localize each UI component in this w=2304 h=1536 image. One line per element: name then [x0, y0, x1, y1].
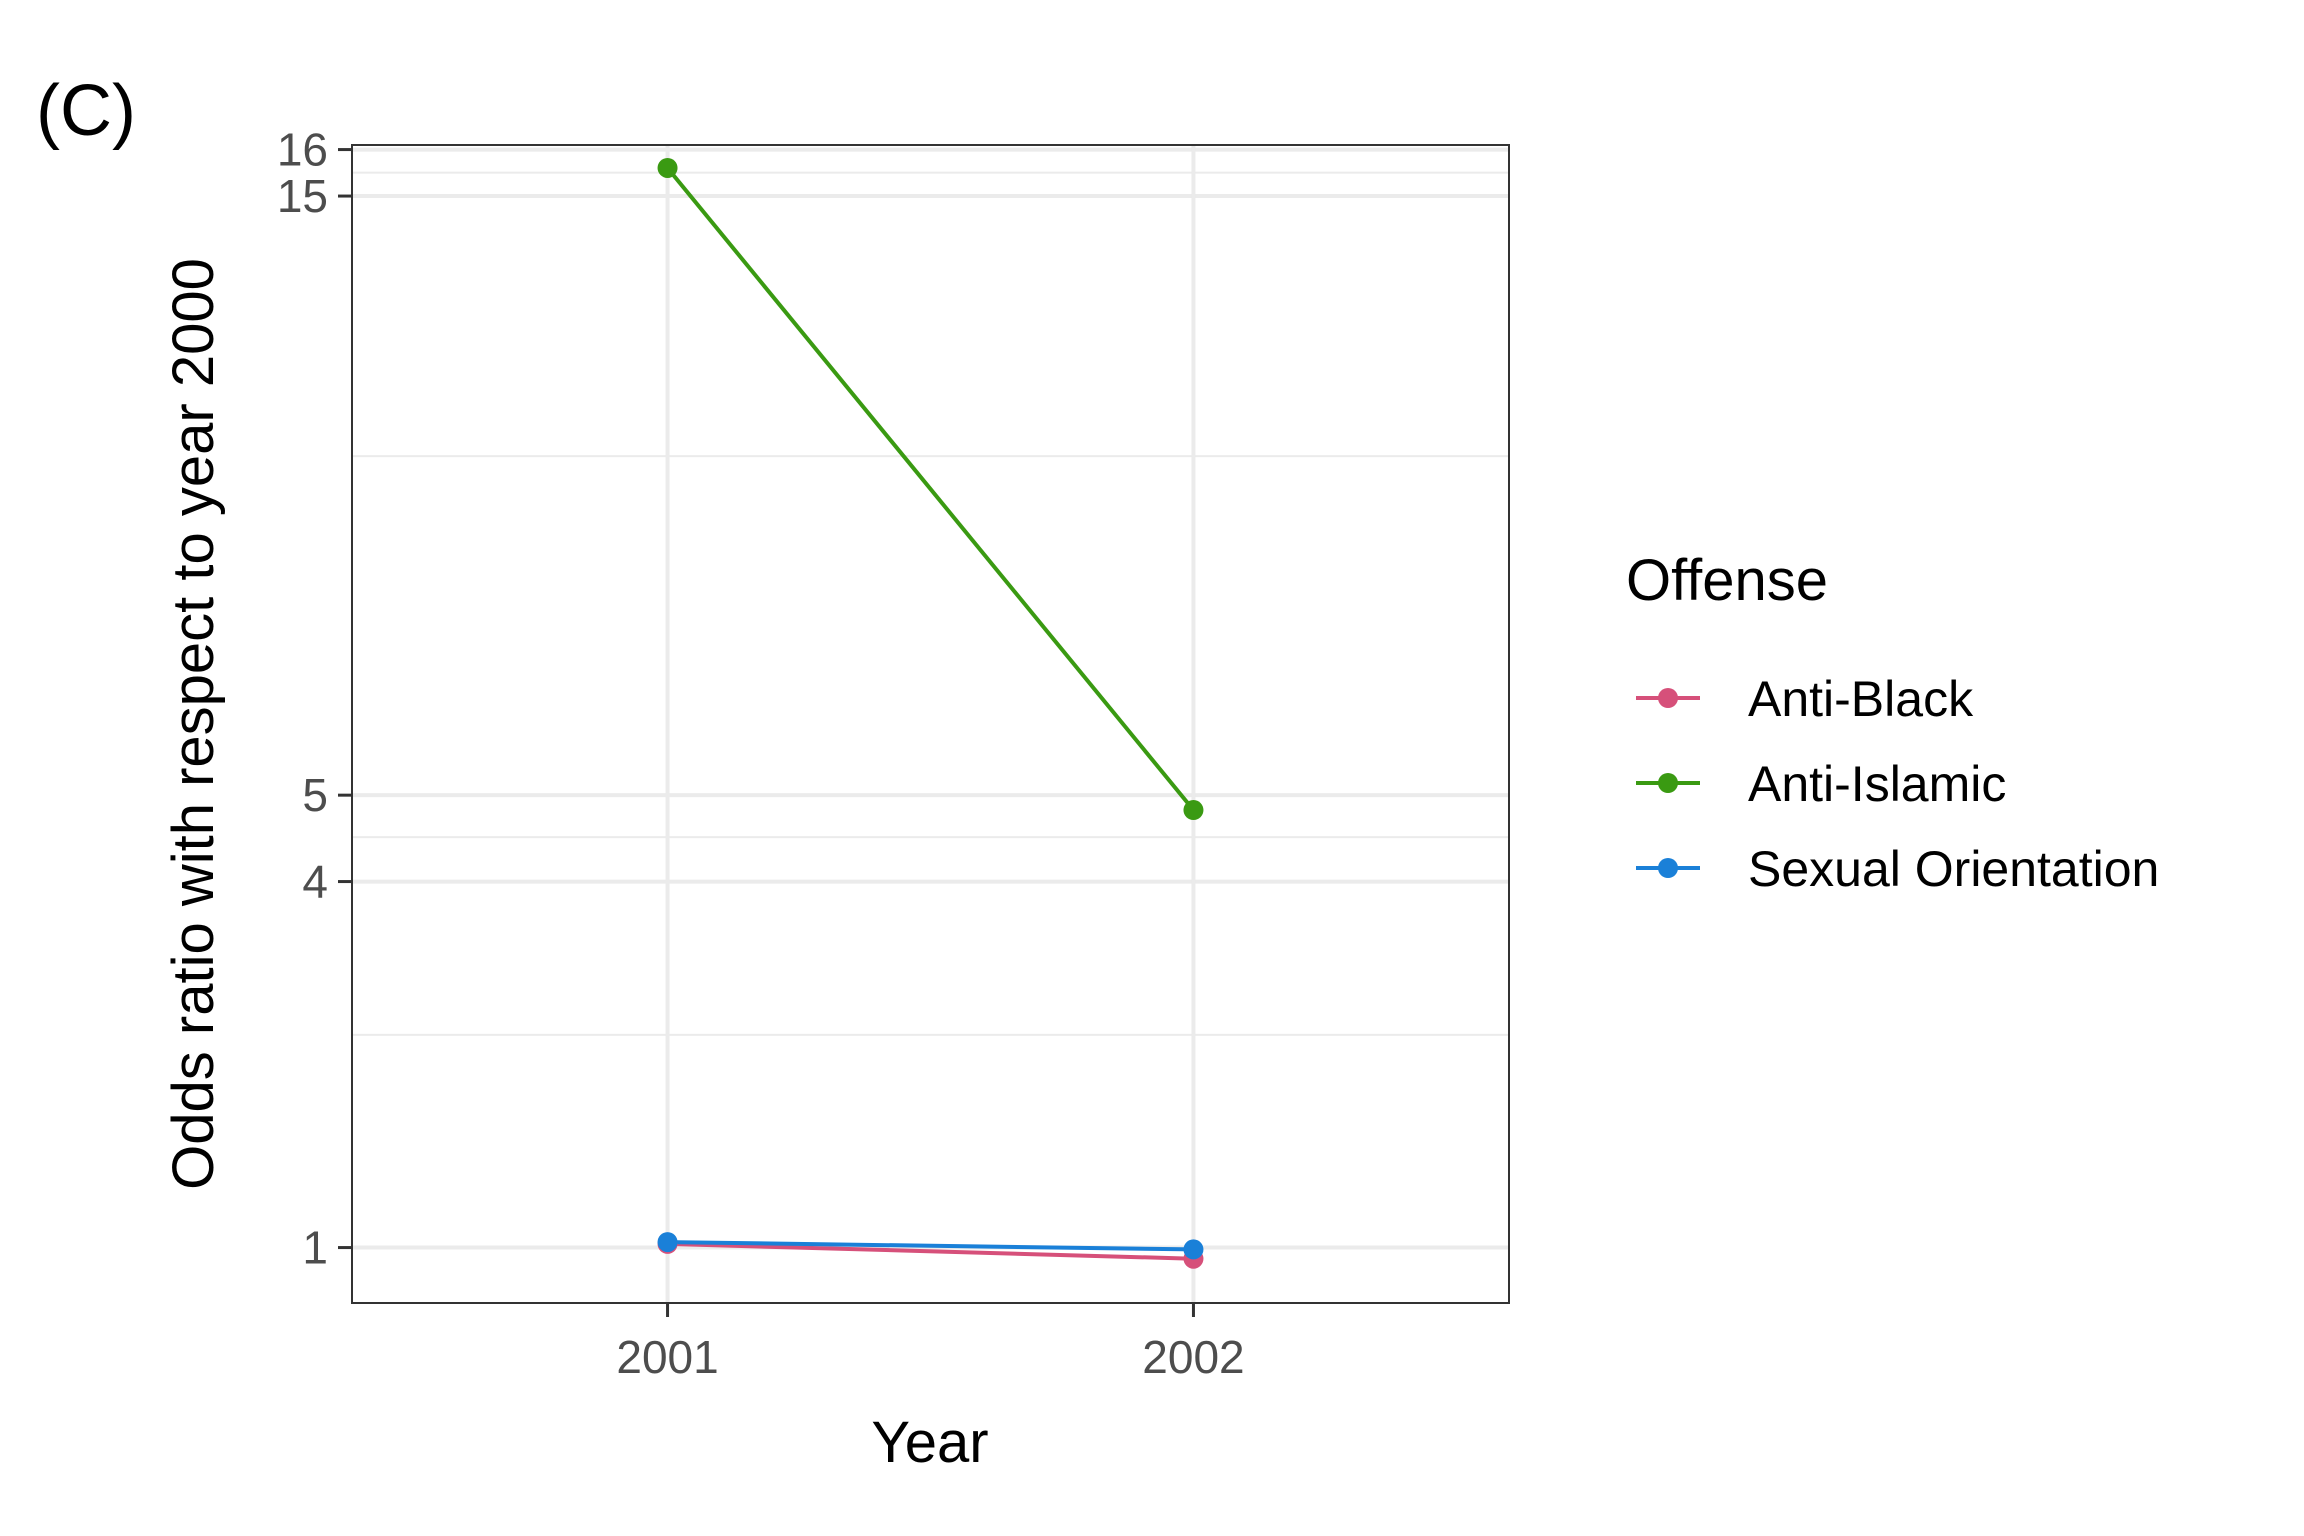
plot-panel: [352, 145, 1509, 1303]
y-tick-label: 1: [302, 1222, 328, 1274]
series-line: [667, 1241, 1194, 1261]
y-tick-label: 16: [277, 124, 328, 176]
legend-key-point: [1658, 773, 1678, 793]
panel-label: (C): [36, 71, 136, 151]
legend-title: Offense: [1626, 548, 1828, 613]
data-point: [1183, 800, 1204, 821]
y-axis-title: Odds ratio with respect to year 2000: [161, 258, 226, 1190]
minor-grid: [352, 171, 1509, 1036]
series-line: [665, 166, 1196, 812]
x-tick-label: 2001: [616, 1331, 718, 1383]
data-point: [657, 157, 678, 178]
plot-border: [351, 144, 1510, 1304]
y-tick-label: 15: [277, 170, 328, 222]
x-axis-title: Year: [871, 1410, 988, 1475]
series-line: [667, 1240, 1194, 1252]
x-tick-label: 2002: [1142, 1331, 1244, 1383]
legend-key-point: [1658, 688, 1678, 708]
y-tick-label: 4: [302, 856, 328, 908]
legend: Anti-Black Anti-Islamic Sexual Orientation: [1636, 671, 2159, 897]
legend-label: Anti-Islamic: [1748, 756, 2006, 812]
y-tick-label: 5: [302, 769, 328, 821]
legend-label: Sexual Orientation: [1748, 841, 2159, 897]
data-point: [1183, 1239, 1204, 1260]
legend-key-point: [1658, 858, 1678, 878]
data-point: [657, 1232, 678, 1253]
series-layer: [657, 157, 1204, 1269]
legend-label: Anti-Black: [1748, 671, 1974, 727]
x-axis: 2001 2002: [616, 1303, 1245, 1383]
